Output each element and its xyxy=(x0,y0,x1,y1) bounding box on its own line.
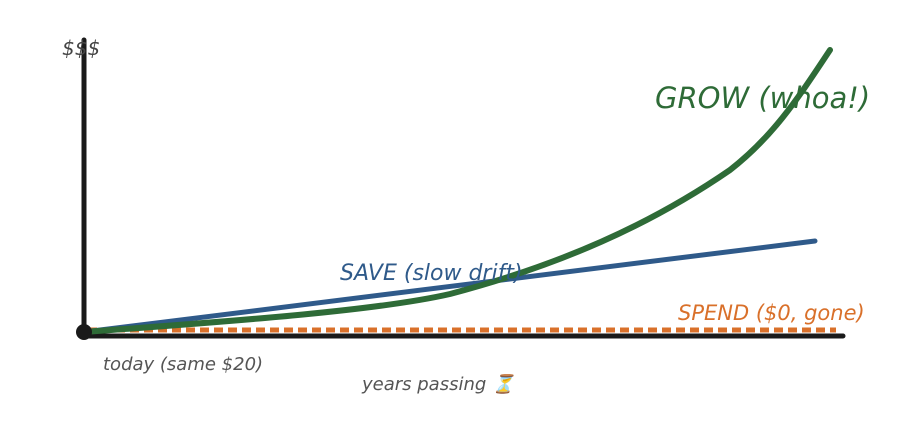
y-axis-label: $$$ xyxy=(62,36,100,60)
x-axis-label: years passing ⏳ xyxy=(361,373,515,395)
save-line xyxy=(81,238,818,335)
grow-curve xyxy=(81,47,833,335)
save-label: SAVE (slow drift) xyxy=(340,261,523,286)
spend-label: SPEND ($0, gone) xyxy=(678,301,865,325)
origin-dot xyxy=(76,324,92,340)
grow-label: GROW (whoa!) xyxy=(655,81,870,115)
origin-label: today (same $20) xyxy=(103,354,263,375)
